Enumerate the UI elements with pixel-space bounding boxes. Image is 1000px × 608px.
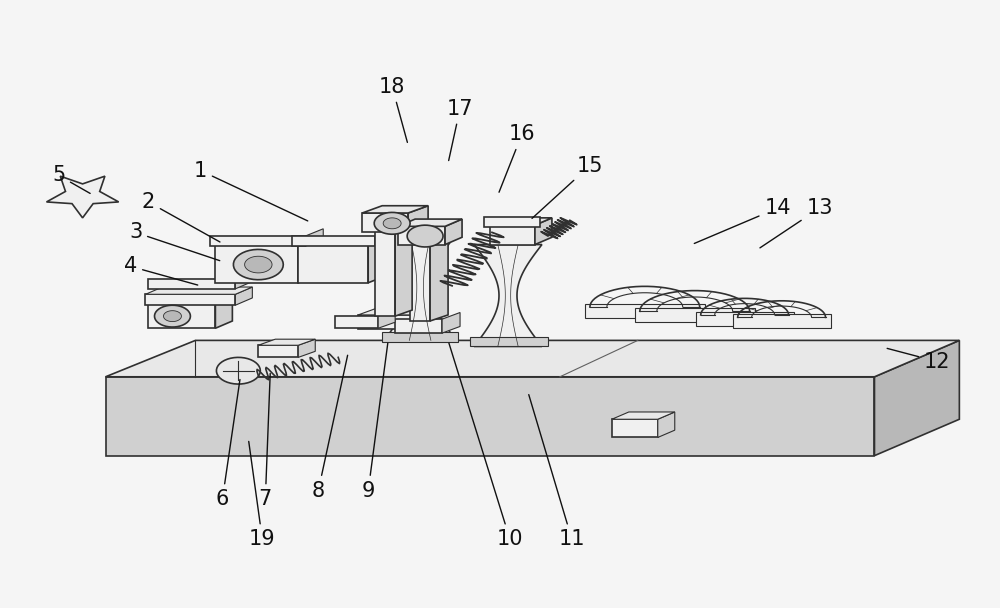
Text: 9: 9 bbox=[361, 343, 388, 501]
Text: 18: 18 bbox=[379, 77, 407, 142]
Polygon shape bbox=[46, 176, 119, 218]
Polygon shape bbox=[635, 308, 755, 322]
Polygon shape bbox=[733, 314, 831, 328]
Polygon shape bbox=[430, 232, 448, 321]
Text: 19: 19 bbox=[249, 441, 276, 550]
Polygon shape bbox=[490, 225, 535, 244]
Polygon shape bbox=[410, 238, 430, 321]
Text: 11: 11 bbox=[529, 395, 585, 550]
Polygon shape bbox=[368, 237, 388, 283]
Polygon shape bbox=[335, 316, 378, 328]
Polygon shape bbox=[258, 339, 315, 345]
Polygon shape bbox=[612, 420, 658, 437]
Polygon shape bbox=[148, 297, 232, 304]
Text: 13: 13 bbox=[760, 198, 833, 248]
Polygon shape bbox=[535, 218, 552, 244]
Polygon shape bbox=[398, 219, 462, 226]
Polygon shape bbox=[216, 358, 260, 384]
Polygon shape bbox=[384, 234, 456, 340]
Polygon shape bbox=[383, 218, 401, 229]
Text: 10: 10 bbox=[449, 343, 523, 550]
Polygon shape bbox=[235, 287, 252, 305]
Polygon shape bbox=[215, 244, 298, 283]
Polygon shape bbox=[145, 287, 252, 294]
Polygon shape bbox=[362, 213, 408, 232]
Polygon shape bbox=[470, 337, 548, 347]
Polygon shape bbox=[235, 271, 252, 289]
Text: 17: 17 bbox=[447, 98, 473, 161]
Text: 15: 15 bbox=[532, 156, 603, 218]
Polygon shape bbox=[874, 340, 959, 455]
Polygon shape bbox=[258, 345, 298, 358]
Polygon shape bbox=[407, 225, 443, 247]
Polygon shape bbox=[358, 315, 412, 330]
Polygon shape bbox=[484, 216, 540, 227]
Text: 12: 12 bbox=[887, 348, 951, 371]
Polygon shape bbox=[398, 226, 445, 244]
Polygon shape bbox=[215, 297, 232, 328]
Polygon shape bbox=[298, 237, 318, 283]
Polygon shape bbox=[375, 225, 395, 316]
Text: 2: 2 bbox=[142, 192, 220, 242]
Polygon shape bbox=[395, 219, 412, 316]
Polygon shape bbox=[490, 218, 552, 225]
Polygon shape bbox=[395, 319, 442, 333]
Text: 3: 3 bbox=[129, 223, 220, 261]
Text: 6: 6 bbox=[216, 379, 240, 510]
Polygon shape bbox=[305, 229, 323, 246]
Polygon shape bbox=[233, 249, 283, 280]
Polygon shape bbox=[585, 304, 705, 318]
Polygon shape bbox=[155, 305, 190, 327]
Text: 14: 14 bbox=[694, 198, 791, 243]
Polygon shape bbox=[298, 339, 315, 358]
Polygon shape bbox=[474, 244, 542, 347]
Polygon shape bbox=[106, 377, 874, 455]
Polygon shape bbox=[362, 206, 428, 213]
Polygon shape bbox=[378, 310, 395, 328]
Polygon shape bbox=[145, 294, 235, 305]
Text: 4: 4 bbox=[124, 257, 198, 285]
Polygon shape bbox=[210, 236, 305, 246]
Polygon shape bbox=[374, 212, 410, 234]
Polygon shape bbox=[298, 244, 368, 283]
Polygon shape bbox=[358, 308, 432, 315]
Text: 16: 16 bbox=[499, 124, 535, 192]
Polygon shape bbox=[658, 412, 675, 437]
Polygon shape bbox=[382, 332, 458, 342]
Polygon shape bbox=[696, 312, 794, 326]
Polygon shape bbox=[106, 340, 959, 377]
Text: 8: 8 bbox=[312, 355, 348, 501]
Polygon shape bbox=[245, 256, 272, 273]
Polygon shape bbox=[163, 311, 181, 322]
Polygon shape bbox=[215, 237, 318, 244]
Polygon shape bbox=[612, 412, 675, 420]
Polygon shape bbox=[445, 219, 462, 244]
Text: 5: 5 bbox=[52, 165, 90, 193]
Polygon shape bbox=[442, 313, 460, 333]
Polygon shape bbox=[408, 206, 428, 232]
Polygon shape bbox=[148, 278, 235, 289]
Polygon shape bbox=[292, 236, 375, 246]
Polygon shape bbox=[412, 308, 432, 330]
Polygon shape bbox=[148, 304, 215, 328]
Text: 1: 1 bbox=[194, 161, 308, 221]
Polygon shape bbox=[298, 237, 388, 244]
Text: 7: 7 bbox=[259, 373, 272, 510]
